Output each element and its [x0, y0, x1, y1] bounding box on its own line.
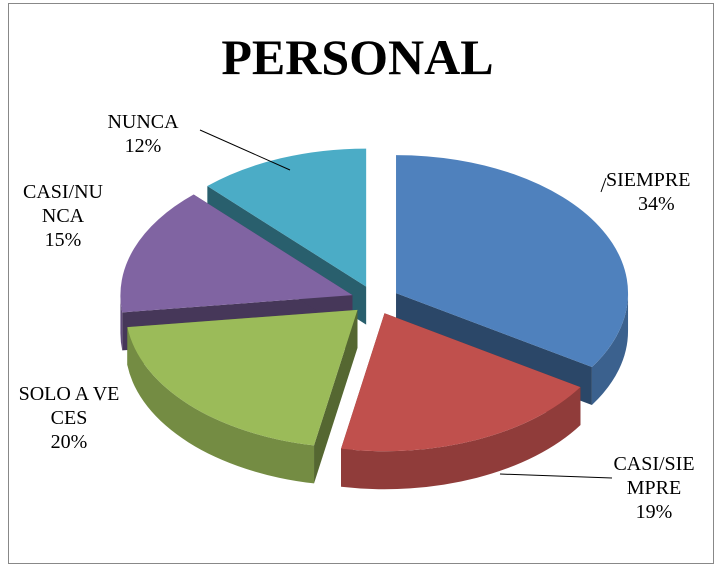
- leader-line: [600, 177, 607, 193]
- slice-wall: [591, 293, 629, 406]
- data-label: SIEMPRE 34%: [606, 168, 715, 216]
- value-label: 20%: [50, 431, 88, 453]
- slice-top: [396, 155, 629, 368]
- slice-wall: [120, 295, 123, 351]
- pie: [120, 148, 629, 490]
- pie-slice: [341, 313, 581, 490]
- category-label: SIEMPRE: [606, 169, 691, 191]
- value-label: 12%: [124, 135, 162, 157]
- category-label: CASI/NUNCA: [22, 181, 103, 227]
- data-label: NUNCA 12%: [88, 110, 198, 158]
- value-label: 19%: [635, 501, 673, 523]
- chart-title: PERSONAL: [221, 29, 494, 85]
- value-label: 15%: [44, 229, 82, 251]
- data-label: CASI/NUNCA 15%: [18, 180, 108, 252]
- slice-top: [127, 309, 358, 446]
- leader-line: [199, 129, 291, 171]
- category-label: CASI/SIEMPRE: [613, 453, 695, 499]
- slice-wall: [341, 387, 581, 490]
- category-label: NUNCA: [107, 111, 179, 133]
- value-label: 34%: [638, 193, 675, 215]
- category-label: SOLO A VECES: [18, 383, 120, 429]
- slice-wall: [127, 327, 315, 484]
- pie-slice: [127, 309, 358, 484]
- slice-top: [120, 194, 353, 313]
- slice-top: [341, 313, 581, 452]
- leader-line: [499, 473, 613, 479]
- slice-side: [314, 309, 358, 484]
- slice-top: [207, 148, 367, 287]
- data-label: SOLO A VECES 20%: [14, 382, 124, 454]
- data-label: CASI/SIEMPRE 19%: [608, 452, 700, 524]
